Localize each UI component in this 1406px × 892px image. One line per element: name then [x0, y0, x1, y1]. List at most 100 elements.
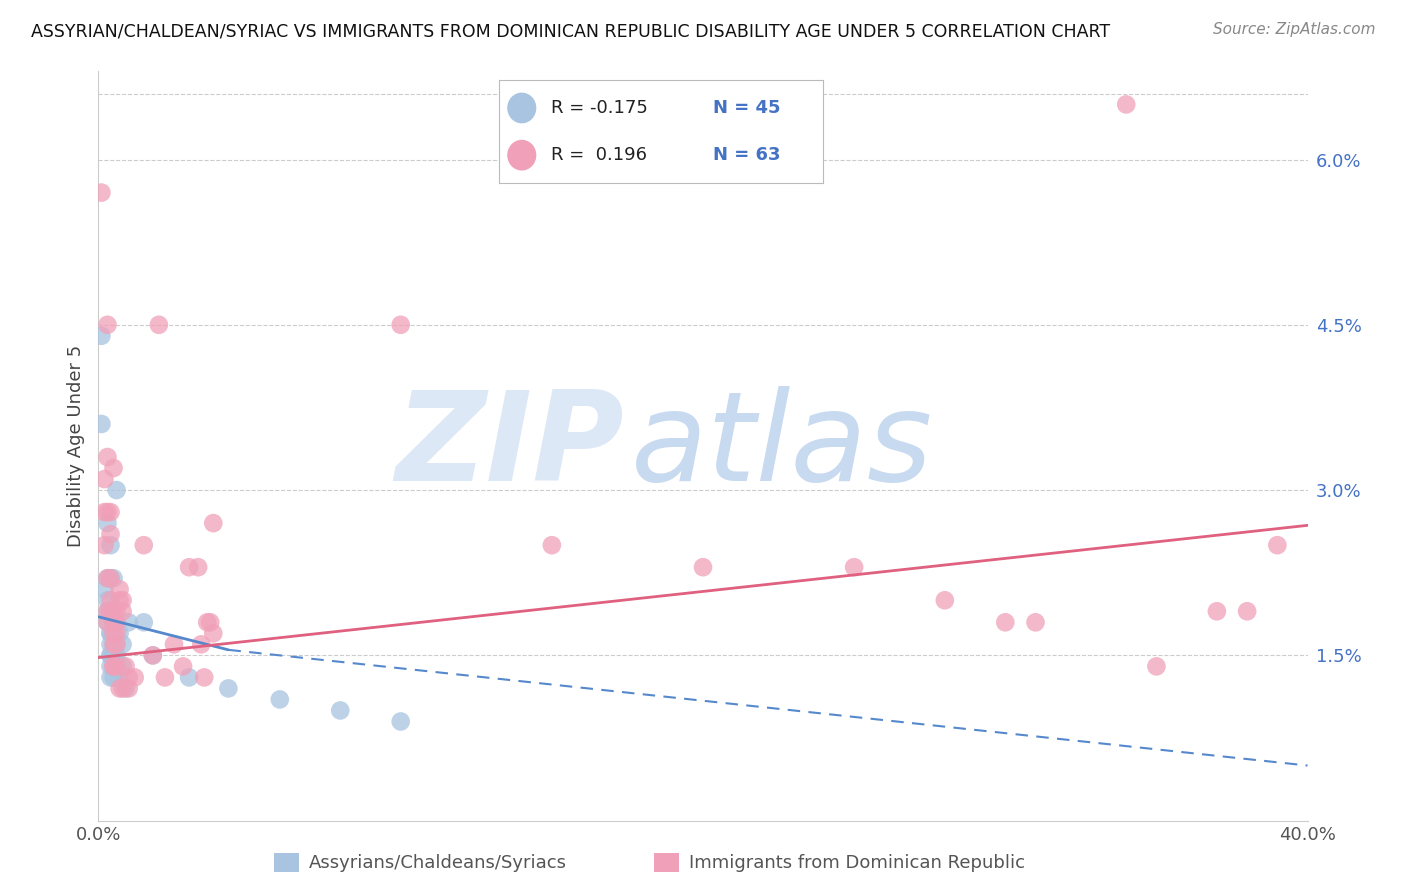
Point	[100, 538, 122, 552]
Point	[108, 670, 131, 684]
Point	[93, 538, 115, 552]
Point	[1144, 659, 1167, 673]
Point	[105, 615, 128, 630]
Text: atlas: atlas	[630, 385, 932, 507]
Point	[114, 659, 136, 673]
Point	[103, 659, 125, 673]
Point	[217, 681, 239, 696]
Point	[103, 571, 125, 585]
Text: N = 63: N = 63	[713, 146, 780, 164]
Point	[132, 615, 155, 630]
Point	[105, 637, 128, 651]
Point	[103, 615, 125, 630]
Point	[103, 670, 125, 684]
Point	[105, 483, 128, 497]
Point	[90, 417, 112, 431]
Point	[389, 318, 412, 332]
Point	[844, 560, 866, 574]
Point	[111, 637, 134, 651]
Ellipse shape	[508, 93, 536, 123]
Point	[540, 538, 562, 552]
Text: R = -0.175: R = -0.175	[551, 99, 648, 117]
Point	[329, 703, 352, 717]
Point	[114, 681, 136, 696]
Point	[103, 659, 125, 673]
Point	[90, 328, 112, 343]
Point	[105, 604, 128, 618]
Point	[148, 318, 170, 332]
Point	[105, 615, 128, 630]
Point	[96, 604, 118, 618]
Point	[179, 560, 201, 574]
Point	[111, 681, 134, 696]
Text: N = 45: N = 45	[713, 99, 780, 117]
Point	[96, 516, 118, 530]
Point	[100, 648, 122, 663]
Point	[100, 659, 122, 673]
Text: ASSYRIAN/CHALDEAN/SYRIAC VS IMMIGRANTS FROM DOMINICAN REPUBLIC DISABILITY AGE UN: ASSYRIAN/CHALDEAN/SYRIAC VS IMMIGRANTS F…	[31, 22, 1111, 40]
Point	[692, 560, 714, 574]
Point	[96, 604, 118, 618]
Point	[103, 648, 125, 663]
Text: Source: ZipAtlas.com: Source: ZipAtlas.com	[1212, 22, 1375, 37]
Text: ZIP: ZIP	[395, 385, 624, 507]
Point	[103, 637, 125, 651]
Point	[142, 648, 165, 663]
Point	[1206, 604, 1229, 618]
Point	[93, 505, 115, 519]
Point	[100, 637, 122, 651]
Point	[105, 626, 128, 640]
Point	[118, 681, 141, 696]
Point	[100, 527, 122, 541]
Point	[994, 615, 1017, 630]
Point	[96, 571, 118, 585]
Point	[153, 670, 176, 684]
Point	[108, 670, 131, 684]
Point	[193, 670, 215, 684]
Point	[100, 626, 122, 640]
Point	[103, 604, 125, 618]
Point	[96, 593, 118, 607]
Point	[103, 637, 125, 651]
Point	[172, 659, 194, 673]
Point	[96, 450, 118, 464]
Point	[105, 637, 128, 651]
Point	[179, 670, 201, 684]
Point	[195, 615, 218, 630]
Point	[100, 604, 122, 618]
Point	[100, 670, 122, 684]
Point	[108, 582, 131, 597]
Point	[93, 472, 115, 486]
Point	[111, 604, 134, 618]
Point	[100, 593, 122, 607]
Point	[132, 538, 155, 552]
Point	[96, 615, 118, 630]
Text: Assyrians/Chaldeans/Syriacs: Assyrians/Chaldeans/Syriacs	[309, 854, 567, 871]
Point	[96, 571, 118, 585]
Point	[96, 505, 118, 519]
Point	[105, 659, 128, 673]
Text: Immigrants from Dominican Republic: Immigrants from Dominican Republic	[689, 854, 1025, 871]
Point	[100, 626, 122, 640]
Point	[118, 615, 141, 630]
Point	[111, 593, 134, 607]
Point	[1236, 604, 1258, 618]
Point	[100, 505, 122, 519]
Point	[96, 615, 118, 630]
Point	[142, 648, 165, 663]
Point	[190, 637, 212, 651]
Point	[100, 571, 122, 585]
Ellipse shape	[508, 140, 536, 170]
Point	[202, 516, 225, 530]
Point	[103, 659, 125, 673]
Point	[111, 659, 134, 673]
Point	[100, 571, 122, 585]
Point	[1024, 615, 1046, 630]
Point	[105, 648, 128, 663]
Point	[202, 626, 225, 640]
Point	[93, 582, 115, 597]
Point	[90, 186, 112, 200]
Point	[187, 560, 209, 574]
Point	[108, 593, 131, 607]
Point	[103, 648, 125, 663]
